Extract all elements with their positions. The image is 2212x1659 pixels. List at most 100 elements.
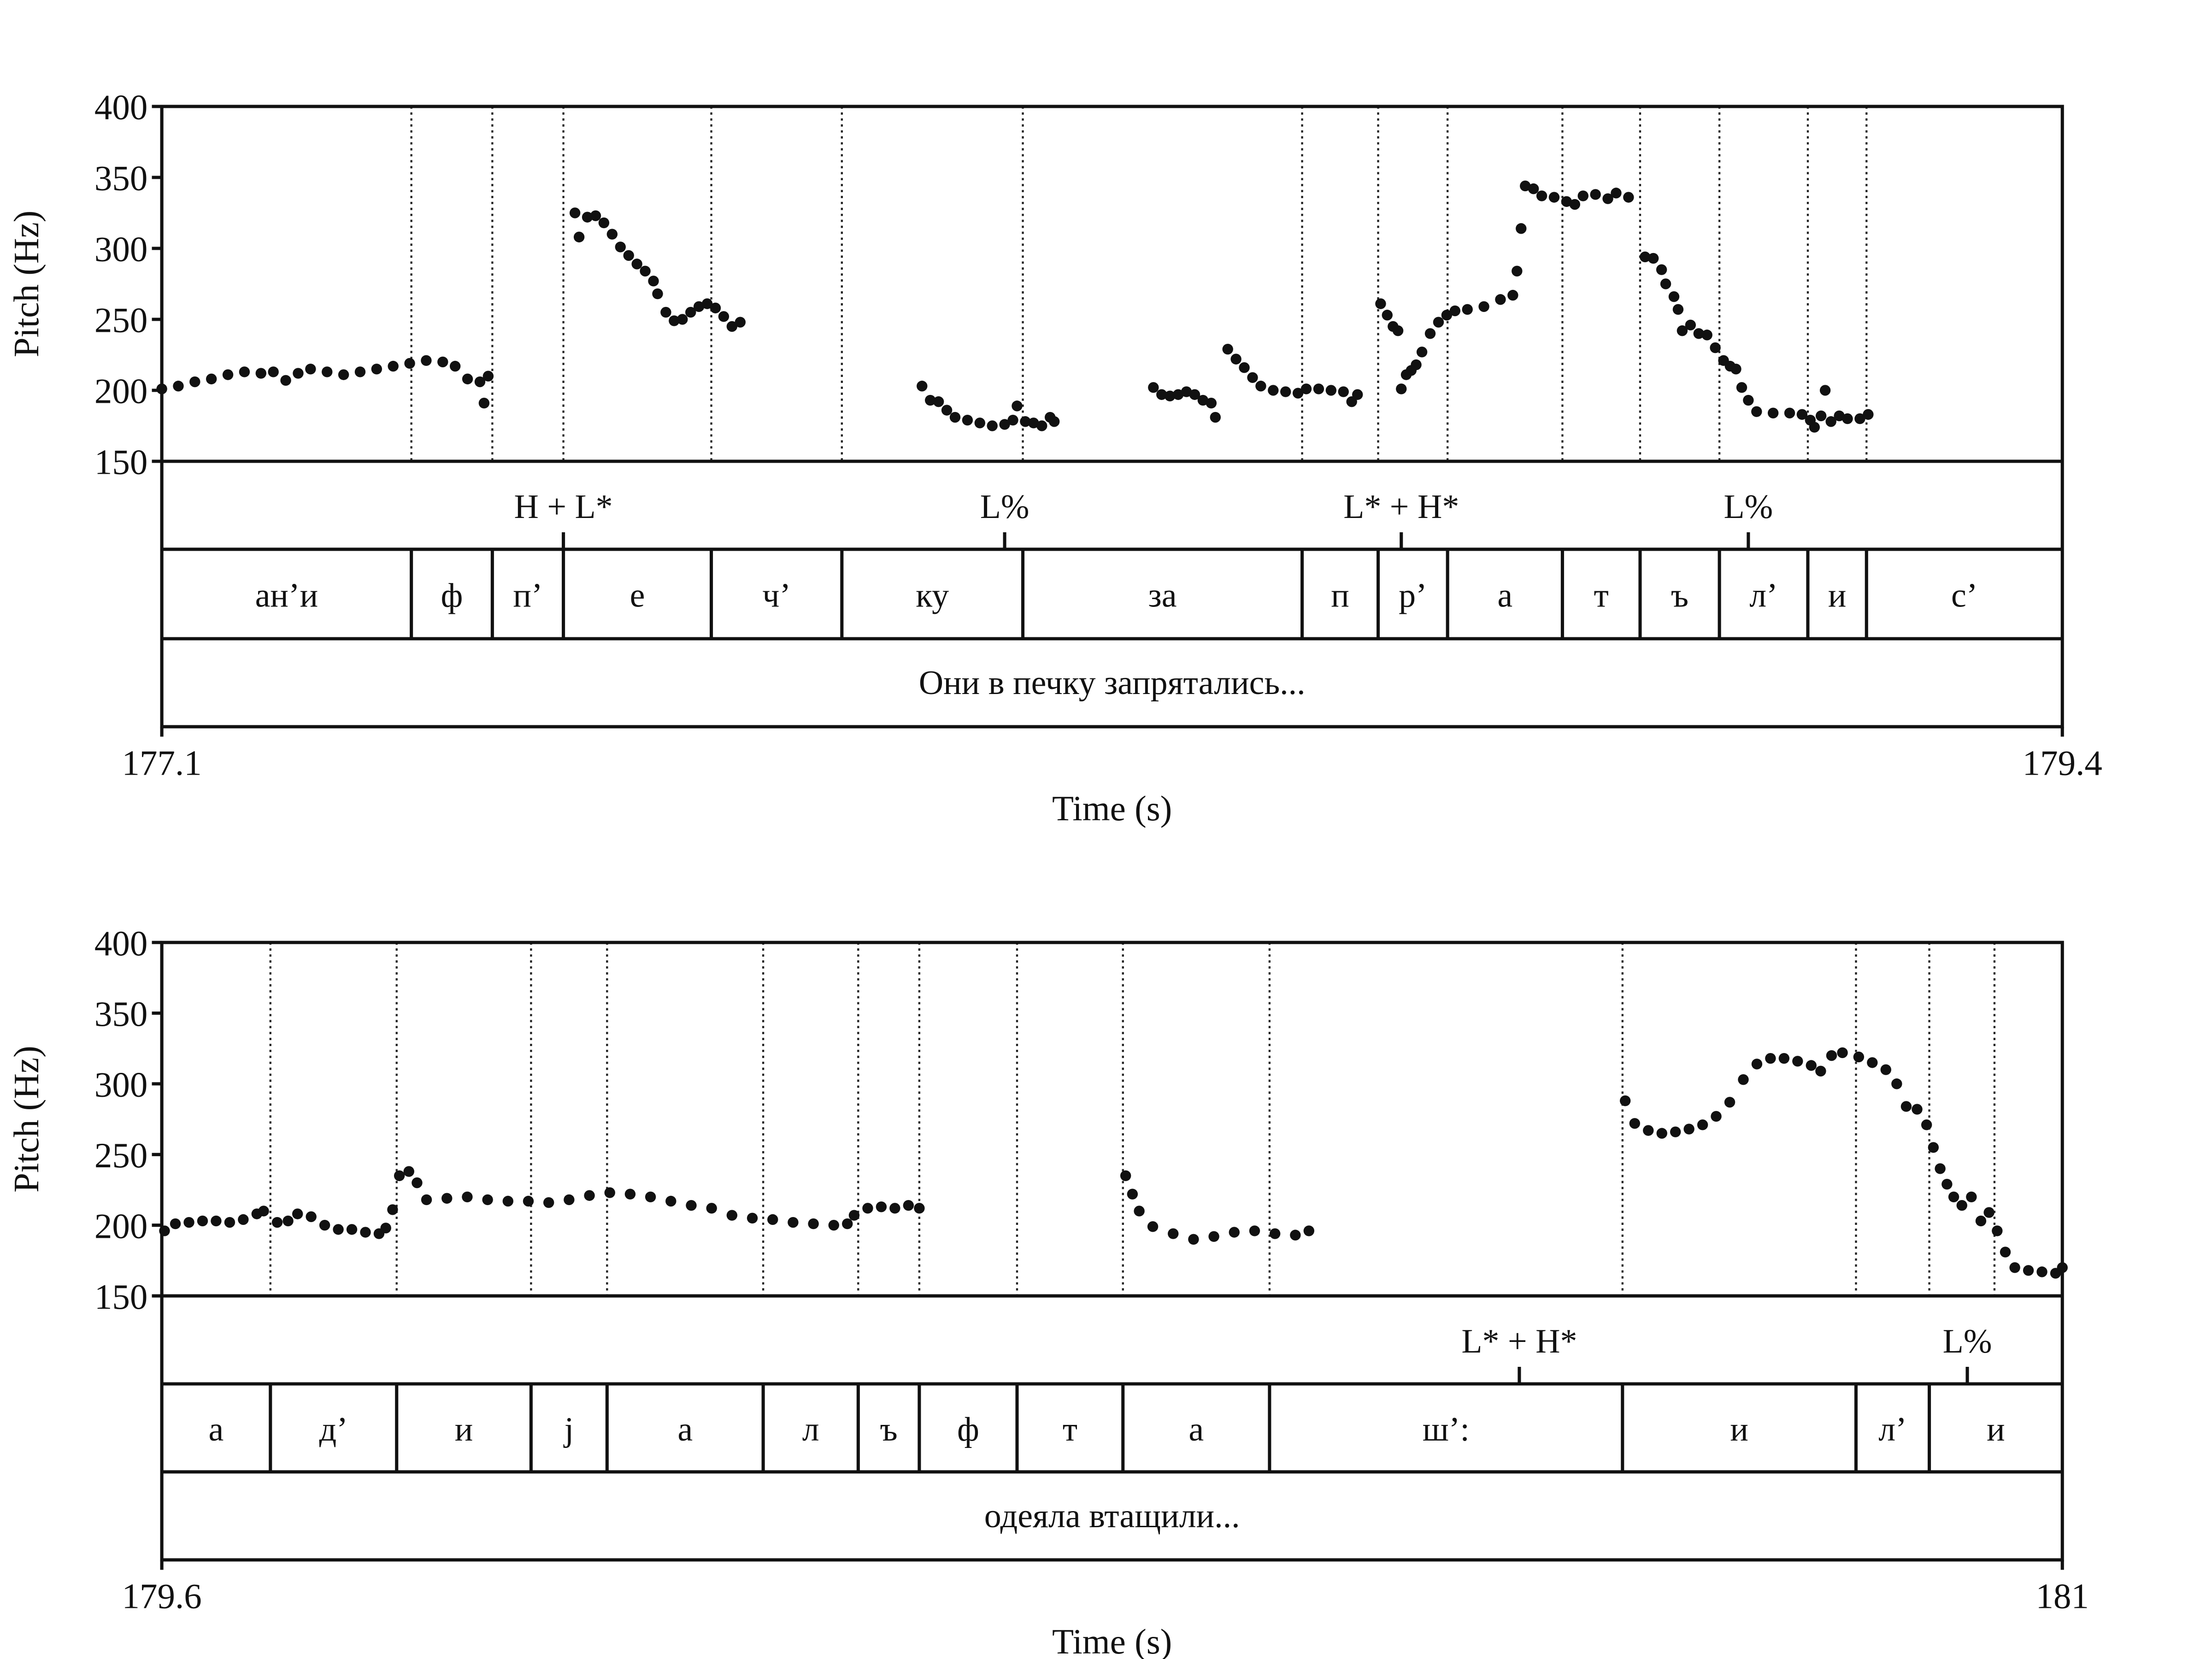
segment-label: а <box>1497 577 1512 614</box>
pitch-point <box>1249 1225 1260 1236</box>
pitch-panel-2: 150 200 250 300 350 400 Pitch (Hz) L* + H* L% а д’… <box>6 924 2089 1659</box>
pitch-point <box>1711 1111 1722 1122</box>
y-tick-label: 250 <box>94 1135 148 1175</box>
pitch-point <box>903 1200 914 1211</box>
pitch-point <box>1247 372 1258 383</box>
pitch-point <box>1313 383 1324 394</box>
segment-label: т <box>1063 1410 1077 1448</box>
segment-label: т <box>1594 577 1609 614</box>
pitch-point <box>1677 325 1688 336</box>
pitch-point <box>354 366 366 377</box>
pitch-point <box>462 1191 473 1203</box>
pitch-point <box>1672 304 1684 315</box>
pitch-point <box>1640 251 1651 263</box>
pitch-point <box>1392 325 1404 336</box>
pitch-point <box>255 368 266 379</box>
y-tick-label: 400 <box>94 88 148 127</box>
pitch-point <box>1941 1178 1953 1190</box>
pitch-point <box>1188 1234 1199 1245</box>
pitch-point <box>1956 1200 1967 1211</box>
pitch-point <box>640 265 651 276</box>
pitch-point <box>1520 180 1531 192</box>
segment-label: а <box>209 1410 224 1448</box>
y-axis-label: Pitch (Hz) <box>6 1046 46 1193</box>
pitch-point <box>482 371 494 382</box>
pitch-point <box>1478 301 1489 312</box>
x-axis-label: Time (s) <box>1052 1622 1172 1659</box>
pitch-point <box>974 418 985 429</box>
pitch-point <box>189 376 200 388</box>
pitch-point <box>1825 416 1836 427</box>
pitch-point <box>669 315 680 326</box>
pitch-point <box>224 1217 235 1228</box>
pitch-point <box>1685 319 1696 331</box>
pitch-point <box>1424 328 1436 339</box>
pitch-point <box>726 321 738 332</box>
pitch-point <box>1206 398 1217 409</box>
pitch-point <box>441 1193 453 1204</box>
pitch-point <box>889 1203 900 1214</box>
segment-label: р’ <box>1399 577 1427 614</box>
tone-label: L% <box>1724 488 1773 525</box>
pitch-point <box>239 366 250 377</box>
segment-label: j <box>563 1410 574 1448</box>
tone-label: H + L* <box>514 488 613 525</box>
pitch-point <box>333 1224 344 1235</box>
pitch-point <box>1120 1170 1131 1181</box>
pitch-point <box>1516 223 1527 234</box>
pitch-point <box>735 317 746 328</box>
pitch-point <box>623 250 634 261</box>
pitch-point <box>1048 416 1060 427</box>
segment-label: ъ <box>880 1410 897 1448</box>
y-tick-label: 150 <box>94 442 148 482</box>
segment-label: л’ <box>1878 1410 1907 1448</box>
pitch-point <box>862 1203 873 1214</box>
pitch-point <box>346 1224 358 1235</box>
pitch-point <box>1197 394 1209 406</box>
pitch-point <box>1815 410 1827 422</box>
pitch-point <box>1148 382 1159 393</box>
pitch-point <box>624 1188 636 1200</box>
pitch-point <box>962 414 973 426</box>
pitch-point <box>474 376 486 388</box>
y-tick-label: 350 <box>94 994 148 1034</box>
pitch-point <box>648 276 659 287</box>
pitch-point <box>293 368 304 379</box>
pitch-point <box>1396 383 1407 394</box>
pitch-point <box>1433 317 1444 328</box>
pitch-point <box>606 229 618 240</box>
pitch-point <box>941 405 953 416</box>
pitch-point <box>999 419 1010 430</box>
pitch-point <box>222 369 234 380</box>
pitch-point <box>421 355 432 366</box>
pitch-point <box>1536 190 1547 201</box>
pitch-point <box>280 375 291 386</box>
pitch-point <box>1280 386 1291 397</box>
pitch-point <box>1668 291 1680 302</box>
pitch-point <box>543 1197 554 1208</box>
pitch-point <box>1602 193 1613 204</box>
segment-label: ф <box>957 1410 979 1448</box>
pitch-point <box>1561 196 1572 207</box>
segment-label: за <box>1148 577 1177 614</box>
pitch-point <box>631 259 642 270</box>
pitch-point <box>917 381 928 392</box>
pitch-point <box>360 1227 371 1238</box>
pitch-point <box>1724 1097 1735 1108</box>
pitch-point <box>1837 1047 1848 1059</box>
segment-label: ч’ <box>762 577 791 614</box>
pitch-point <box>1303 1225 1315 1236</box>
pitch-point <box>478 398 490 409</box>
y-tick-label: 300 <box>94 229 148 269</box>
pitch-point <box>933 396 944 407</box>
pitch-point <box>652 288 663 300</box>
pitch-point <box>2036 1266 2047 1277</box>
segment-label: и <box>455 1410 473 1448</box>
pitch-point <box>1229 1227 1240 1238</box>
pitch-point <box>1028 418 1039 429</box>
pitch-point <box>437 356 448 368</box>
pitch-point <box>1416 347 1428 358</box>
pitch-point <box>206 373 217 385</box>
pitch-point <box>482 1194 493 1206</box>
pitch-point <box>1590 189 1601 200</box>
